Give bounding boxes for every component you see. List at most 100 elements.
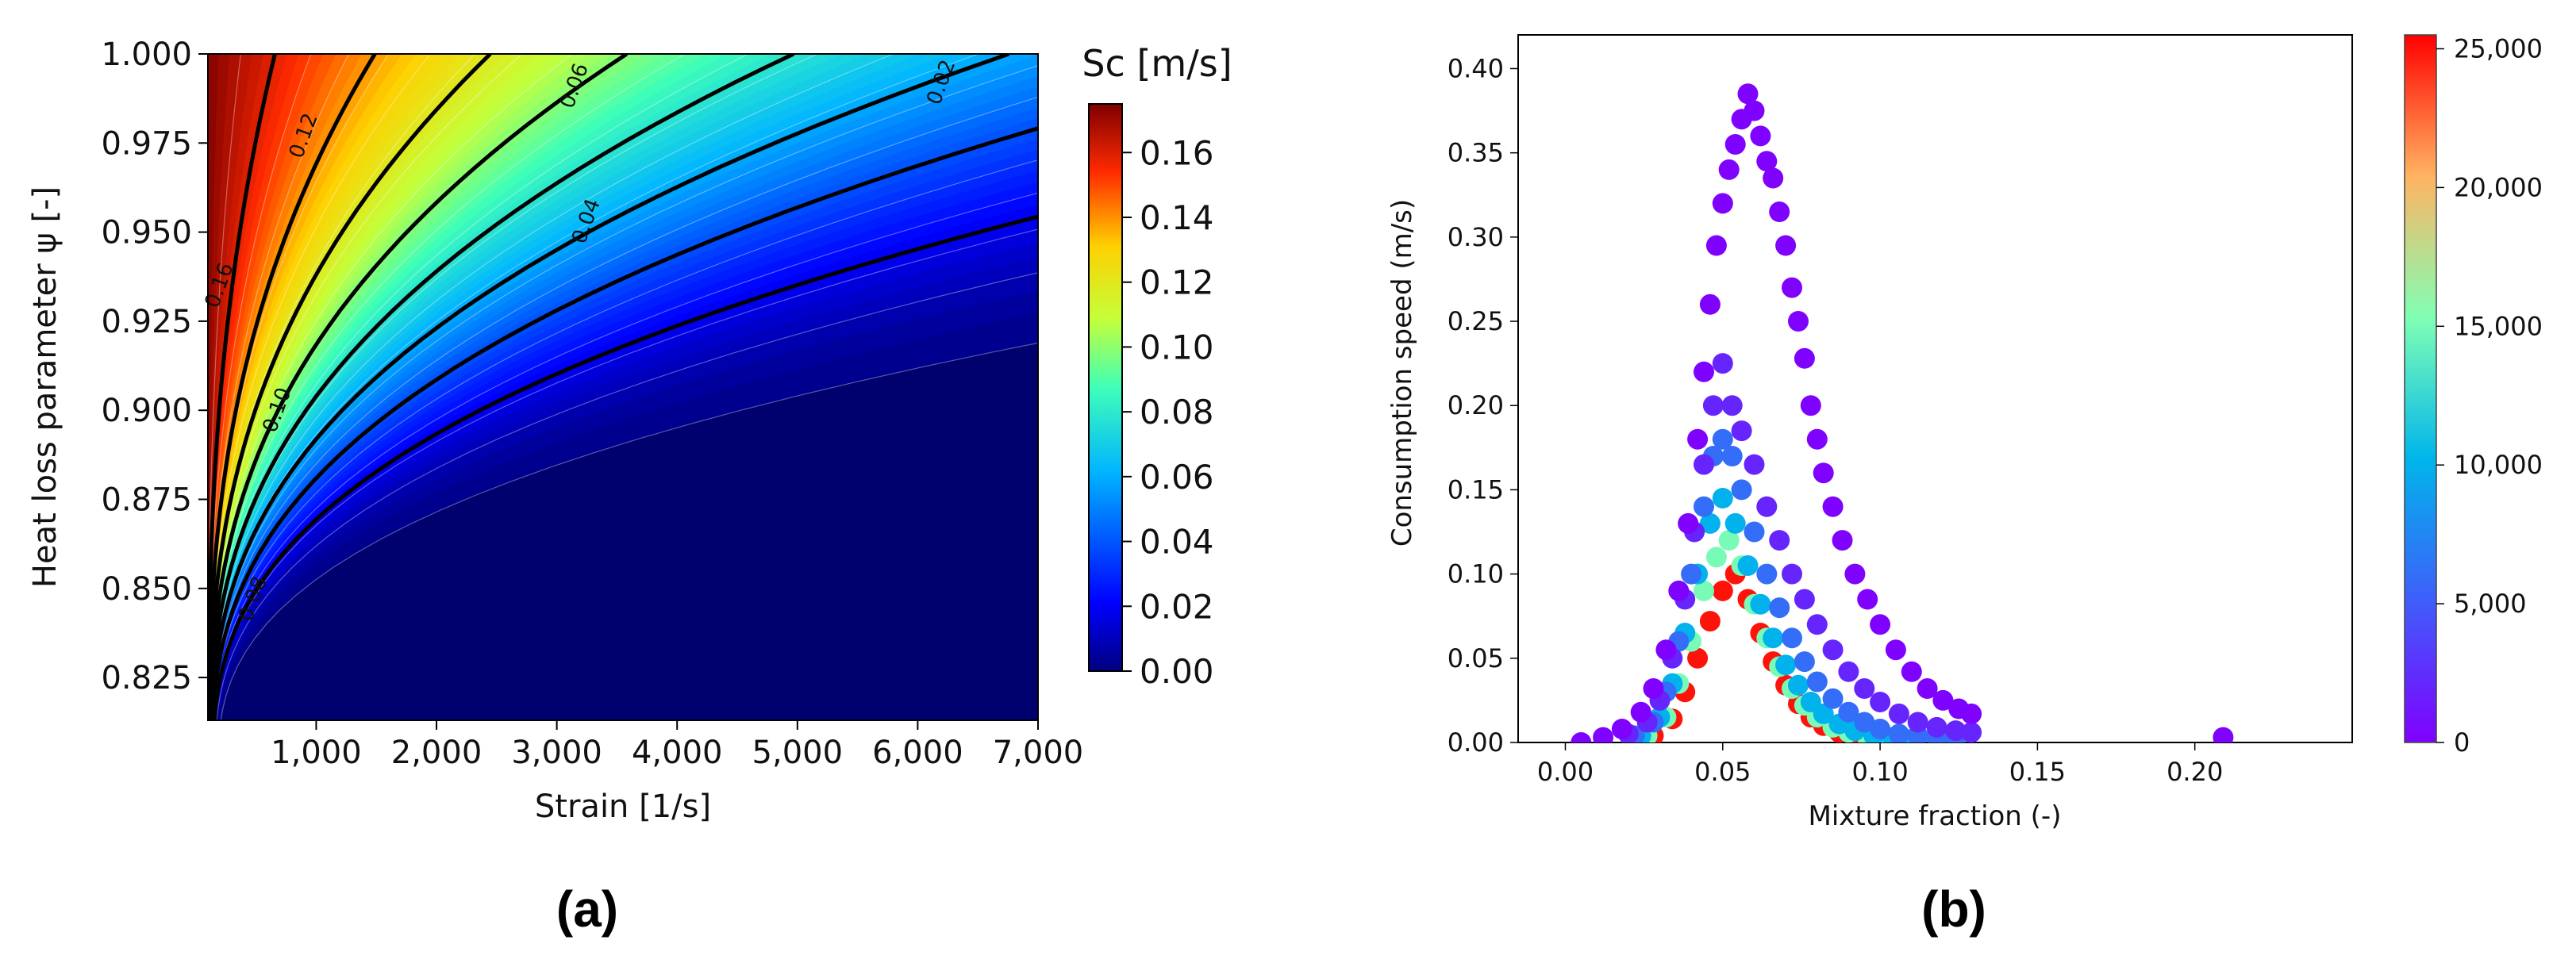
- scatter-point: [1870, 614, 1891, 635]
- scatter-point: [1721, 395, 1743, 416]
- x-axis-label-b: Mixture fraction (-): [1809, 800, 2062, 832]
- scatter-point: [1782, 277, 1802, 298]
- scatter-point: [1800, 395, 1821, 416]
- scatter-point: [1763, 167, 1784, 189]
- scatter-point: [1571, 732, 1592, 742]
- scatter-point: [1961, 703, 1982, 724]
- scatter-point: [1763, 627, 1784, 649]
- minor-contour-line: [213, 192, 1038, 720]
- y-tick-label: 0.20: [1448, 390, 1504, 420]
- scatter-point: [1668, 580, 1690, 601]
- x-tick-label: 1,000: [271, 735, 362, 771]
- scatter-point: [1775, 654, 1797, 676]
- colorbar-tick-label: 0.08: [1140, 393, 1214, 432]
- y-tick-label: 0.825: [101, 660, 192, 696]
- y-axis-label-b: Consumption speed (m/s): [1386, 199, 1418, 547]
- scatter-point: [1838, 701, 1859, 723]
- scatter-point: [1907, 712, 1928, 733]
- scatter-point: [1750, 125, 1771, 147]
- scatter-point: [1932, 689, 1954, 711]
- scatter-point: [1901, 661, 1922, 682]
- colorbar-tick-label: 0: [2454, 727, 2470, 758]
- scatter-point: [1769, 530, 1790, 551]
- scatter-point: [1775, 235, 1797, 256]
- y-tick-label: 0.875: [101, 482, 192, 518]
- contour-band: [208, 54, 230, 720]
- scatter-point: [1712, 428, 1733, 450]
- scatter-point: [1712, 580, 1733, 601]
- scatter-point: [1854, 678, 1875, 699]
- scatter-point: [1917, 678, 1938, 699]
- y-axis-ticks-b: 0.00 0.05 0.10 0.15 0.20 0.25 0.30 0.35 0.40: [1448, 53, 1518, 758]
- minor-contour-line: [220, 342, 1038, 720]
- scatter-point: [1744, 454, 1765, 475]
- panel-label-a: (a): [556, 881, 618, 938]
- colorbar-tick-label: 0.04: [1140, 523, 1214, 562]
- y-tick-label: 0.25: [1448, 306, 1504, 336]
- x-tick-label: 0.00: [1537, 757, 1594, 787]
- y-tick-label: 0.05: [1448, 643, 1504, 673]
- scatter-point: [1822, 496, 1844, 517]
- colorbar-tick-label: 0.02: [1140, 587, 1214, 626]
- y-tick-label: 0.900: [101, 393, 192, 429]
- scatter-point: [1712, 488, 1733, 508]
- scatter-point: [1782, 563, 1802, 585]
- scatter-point: [1630, 701, 1651, 723]
- scatter-point: [1678, 512, 1699, 534]
- scatter-point: [1806, 614, 1828, 635]
- scatter-point: [1731, 479, 1752, 501]
- minor-contour-line: [212, 159, 1038, 720]
- scatter-point: [1813, 462, 1834, 484]
- scatter-point: [1724, 512, 1746, 534]
- scatter-point: [1838, 661, 1859, 682]
- scatter-point: [1885, 639, 1906, 661]
- y-tick-label: 0.975: [101, 125, 192, 162]
- x-tick-label: 4,000: [632, 735, 723, 771]
- y-tick-label: 0.850: [101, 571, 192, 608]
- y-tick-label: 0.10: [1448, 559, 1504, 589]
- x-axis-ticks-b: 0.00 0.05 0.10 0.15 0.20: [1537, 742, 2223, 787]
- scatter-point: [1694, 580, 1714, 601]
- y-tick-label: 0.950: [101, 215, 192, 251]
- scatter-point: [1769, 597, 1790, 619]
- scatter-point: [1945, 720, 1967, 742]
- scatter-point: [1844, 563, 1866, 585]
- scatter-point: [1687, 428, 1709, 450]
- scatter-point: [1794, 589, 1815, 610]
- colorbar-tick-label: 5,000: [2454, 589, 2527, 619]
- colorbar-label-a: Sc [m/s]: [1082, 42, 1232, 85]
- scatter-point: [1870, 692, 1891, 712]
- colorbar-tick-label: 25,000: [2454, 33, 2543, 63]
- colorbar-a: [1088, 103, 1123, 672]
- scatter-point: [1756, 151, 1778, 172]
- colorbar-tick-label: 0.10: [1140, 328, 1214, 366]
- scatter-point: [1694, 496, 1714, 517]
- scatter-point: [1705, 547, 1727, 568]
- colorbar-tick-label: 0.00: [1140, 652, 1214, 691]
- scatter-point: [1687, 647, 1709, 669]
- scatter-point: [1694, 454, 1714, 475]
- panel-label-b: (b): [1921, 881, 1986, 938]
- colorbar-tick-label: 20,000: [2454, 172, 2543, 202]
- scatter-point: [1699, 512, 1721, 534]
- plot-frame-b: [1517, 34, 2353, 743]
- scatter-point: [1681, 563, 1702, 585]
- y-axis-label-a: Heat loss parameter ψ [-]: [27, 186, 63, 588]
- y-tick-label: 0.00: [1448, 727, 1504, 758]
- major-contour-line: [210, 126, 1038, 720]
- scatter-point: [1806, 428, 1828, 450]
- colorbar-b: [2404, 34, 2437, 743]
- contour-band: [208, 54, 219, 720]
- panel-a-contour-plot: 0.16 0.12 0.10 0.08 0.06 0.04 0.02 1,000 2,000 3…: [27, 36, 1232, 938]
- major-contour-line: [212, 214, 1038, 720]
- scatter-point: [1822, 639, 1844, 661]
- colorbar-tick-label: 10,000: [2454, 450, 2543, 480]
- scatter-point: [1794, 651, 1815, 673]
- y-tick-label: 0.40: [1448, 53, 1504, 83]
- scatter-point: [1750, 593, 1771, 615]
- colorbar-tick-label: 0.14: [1140, 198, 1214, 237]
- scatter-point: [1731, 420, 1752, 442]
- scatter-point: [1705, 235, 1727, 256]
- major-contour-line: [208, 54, 795, 720]
